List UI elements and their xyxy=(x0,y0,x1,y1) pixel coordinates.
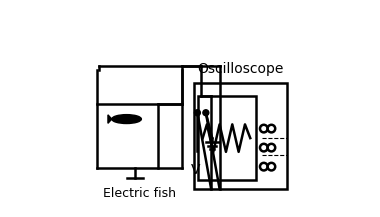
Text: Electric fish: Electric fish xyxy=(103,187,176,200)
Circle shape xyxy=(203,110,209,116)
Bar xyxy=(194,83,287,189)
Polygon shape xyxy=(108,115,112,123)
Bar xyxy=(198,96,255,180)
Ellipse shape xyxy=(112,115,141,123)
Circle shape xyxy=(195,110,200,116)
Text: Oscilloscope: Oscilloscope xyxy=(198,62,284,76)
Text: V: V xyxy=(190,163,200,178)
